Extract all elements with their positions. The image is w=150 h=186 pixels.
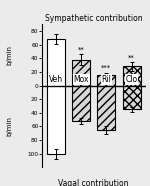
Text: Clo: Clo	[126, 75, 138, 84]
Bar	[123, 66, 141, 109]
Text: Mox: Mox	[73, 75, 89, 84]
Text: Ril: Ril	[101, 75, 111, 84]
Text: ***: ***	[101, 65, 111, 71]
Text: **: **	[128, 54, 135, 60]
Bar	[97, 75, 116, 130]
Text: Veh: Veh	[49, 75, 63, 84]
Bar	[72, 60, 90, 121]
Text: b/min: b/min	[6, 116, 12, 137]
Text: Vagal contribution: Vagal contribution	[58, 179, 129, 186]
Title: Sympathetic contribution: Sympathetic contribution	[45, 14, 142, 23]
Bar	[47, 39, 65, 154]
Text: b/min: b/min	[6, 45, 12, 65]
Text: **: **	[78, 47, 84, 53]
